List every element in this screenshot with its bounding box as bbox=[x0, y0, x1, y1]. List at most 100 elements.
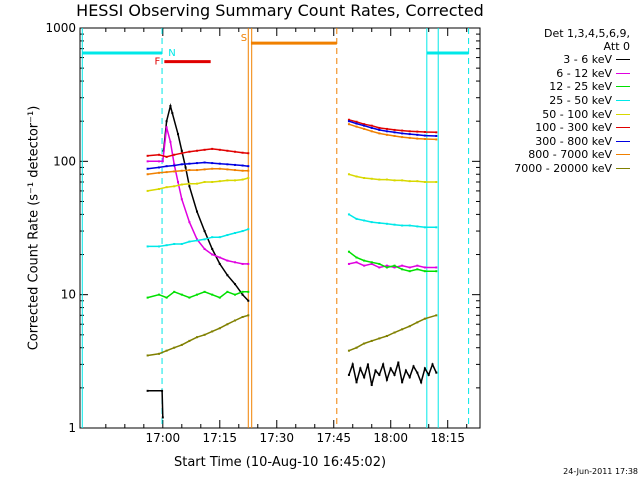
series-line-0 bbox=[348, 361, 437, 386]
series-point-0 bbox=[389, 367, 392, 370]
series-point-4 bbox=[241, 178, 244, 181]
series-point-1 bbox=[211, 253, 214, 256]
series-point-1 bbox=[355, 261, 358, 264]
series-point-0 bbox=[416, 371, 419, 374]
series-point-8 bbox=[401, 328, 404, 331]
series-point-8 bbox=[247, 314, 250, 317]
y-tick-label: 10 bbox=[61, 288, 76, 302]
series-point-1 bbox=[385, 264, 388, 267]
series-point-5 bbox=[226, 149, 229, 152]
series-point-0 bbox=[374, 369, 377, 372]
series-point-0 bbox=[393, 373, 396, 376]
series-point-1 bbox=[165, 126, 168, 129]
series-point-0 bbox=[385, 378, 388, 381]
series-point-2 bbox=[423, 270, 426, 273]
series-point-6 bbox=[146, 167, 149, 170]
series-point-5 bbox=[393, 128, 396, 131]
series-line-3 bbox=[147, 228, 249, 248]
series-point-0 bbox=[412, 365, 415, 368]
series-point-0 bbox=[435, 371, 438, 374]
series-point-8 bbox=[195, 336, 198, 339]
series-point-7 bbox=[370, 130, 373, 133]
series-point-0 bbox=[188, 185, 191, 188]
series-point-7 bbox=[226, 168, 229, 171]
series-point-7 bbox=[195, 169, 198, 172]
series-point-0 bbox=[171, 112, 174, 115]
series-point-3 bbox=[165, 244, 168, 247]
series-point-3 bbox=[435, 226, 438, 229]
series-point-5 bbox=[378, 126, 381, 129]
series-point-4 bbox=[173, 185, 176, 188]
series-point-7 bbox=[347, 123, 350, 126]
series-point-0 bbox=[401, 381, 404, 384]
series-point-8 bbox=[180, 343, 183, 346]
series-point-1 bbox=[180, 198, 183, 201]
series-point-7 bbox=[247, 169, 250, 172]
series-point-6 bbox=[226, 163, 229, 166]
series-line-8 bbox=[348, 314, 437, 352]
series-point-6 bbox=[370, 126, 373, 129]
series-line-7 bbox=[348, 123, 437, 141]
series-point-6 bbox=[347, 120, 350, 123]
series-point-2 bbox=[401, 268, 404, 271]
series-point-1 bbox=[188, 221, 191, 224]
series-point-4 bbox=[188, 182, 191, 185]
series-point-7 bbox=[158, 171, 161, 174]
legend-entry: 25 - 50 keV bbox=[482, 94, 630, 108]
series-point-6 bbox=[355, 122, 358, 125]
series-point-1 bbox=[161, 160, 164, 163]
series-point-5 bbox=[355, 120, 358, 123]
series-point-8 bbox=[211, 330, 214, 333]
series-point-5 bbox=[416, 130, 419, 133]
series-point-0 bbox=[347, 373, 350, 376]
series-point-8 bbox=[203, 333, 206, 336]
series-point-0 bbox=[382, 363, 385, 366]
series-point-4 bbox=[180, 183, 183, 186]
x-tick-label: 18:15 bbox=[430, 431, 465, 445]
series-point-4 bbox=[158, 188, 161, 191]
series-point-0 bbox=[233, 283, 236, 286]
series-point-0 bbox=[397, 361, 400, 364]
series-point-7 bbox=[378, 132, 381, 135]
legend: Det 1,3,4,5,6,9, Att 0 3 - 6 keV 6 - 12 k… bbox=[482, 27, 630, 175]
series-point-0 bbox=[161, 416, 164, 419]
series-point-6 bbox=[180, 163, 183, 166]
series-point-4 bbox=[218, 180, 221, 183]
x-tick-label: 17:00 bbox=[146, 431, 181, 445]
legend-entry: 800 - 7000 keV bbox=[482, 148, 630, 162]
series-point-4 bbox=[423, 180, 426, 183]
legend-entry-swatch bbox=[616, 100, 630, 102]
legend-header-line-1: Det 1,3,4,5,6,9, bbox=[543, 27, 630, 40]
series-point-8 bbox=[226, 323, 229, 326]
series-point-7 bbox=[188, 169, 191, 172]
series-point-6 bbox=[188, 162, 191, 165]
series-point-7 bbox=[218, 167, 221, 170]
series-point-1 bbox=[158, 160, 161, 163]
legend-entry-label: 100 - 300 keV bbox=[535, 121, 612, 135]
series-point-0 bbox=[169, 105, 172, 108]
series-point-8 bbox=[363, 342, 366, 345]
series-point-7 bbox=[180, 169, 183, 172]
series-point-1 bbox=[203, 248, 206, 251]
series-point-1 bbox=[408, 266, 411, 269]
series-point-7 bbox=[363, 127, 366, 130]
series-point-8 bbox=[370, 339, 373, 342]
series-point-0 bbox=[184, 166, 187, 169]
series-point-5 bbox=[435, 131, 438, 134]
series-point-7 bbox=[146, 173, 149, 176]
series-point-6 bbox=[435, 134, 438, 137]
legend-entry: 6 - 12 keV bbox=[482, 67, 630, 81]
series-point-2 bbox=[241, 290, 244, 293]
series-point-2 bbox=[203, 290, 206, 293]
series-point-3 bbox=[408, 224, 411, 227]
series-point-1 bbox=[393, 266, 396, 269]
series-point-2 bbox=[416, 268, 419, 271]
series-point-2 bbox=[173, 290, 176, 293]
series-point-1 bbox=[177, 180, 180, 183]
series-point-4 bbox=[233, 179, 236, 182]
series-point-2 bbox=[226, 290, 229, 293]
series-point-5 bbox=[195, 149, 198, 152]
series-point-8 bbox=[241, 315, 244, 318]
plot-frame bbox=[79, 27, 481, 429]
series-point-6 bbox=[158, 166, 161, 169]
